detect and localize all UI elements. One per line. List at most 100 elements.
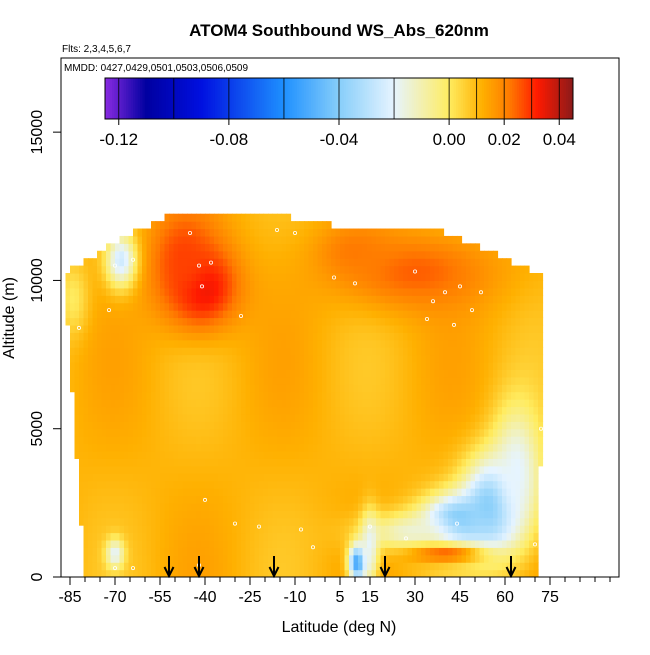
heatmap-cell [237,214,242,222]
heatmap-cell [412,414,417,422]
heatmap-cell [156,444,161,452]
heatmap-cell [201,481,206,489]
heatmap-cell [70,295,75,303]
heatmap-cell [219,295,224,303]
heatmap-cell [349,369,354,377]
heatmap-cell [327,562,332,570]
heatmap-cell [444,518,449,526]
heatmap-cell [448,347,453,355]
heatmap-cell [241,429,246,437]
heatmap-cell [412,540,417,548]
heatmap-cell [156,406,161,414]
heatmap-cell [327,392,332,400]
heatmap-cell [282,214,287,222]
heatmap-cell [133,384,138,392]
heatmap-cell [205,473,210,481]
heatmap-cell [349,288,354,296]
heatmap-cell [264,555,269,563]
heatmap-cell [133,406,138,414]
heatmap-cell [480,295,485,303]
heatmap-cell [192,266,197,274]
heatmap-cell [178,481,183,489]
heatmap-cell [394,347,399,355]
heatmap-cell [160,221,165,229]
heatmap-cell [160,236,165,244]
heatmap-cell [205,495,210,503]
heatmap-cell [435,429,440,437]
heatmap-cell [313,318,318,326]
heatmap-cell [93,458,98,466]
heatmap-cell [264,547,269,555]
heatmap-cell [187,562,192,570]
heatmap-cell [223,510,228,518]
heatmap-cell [259,488,264,496]
heatmap-cell [277,525,282,533]
heatmap-cell [372,251,377,259]
heatmap-cell [183,562,188,570]
heatmap-cell [264,384,269,392]
heatmap-cell [322,310,327,318]
heatmap-cell [462,251,467,259]
heatmap-cell [183,451,188,459]
heatmap-cell [88,436,93,444]
heatmap-cell [336,310,341,318]
heatmap-cell [277,392,282,400]
heatmap-cell [457,451,462,459]
heatmap-cell [142,251,147,259]
heatmap-cell [367,495,372,503]
heatmap-cell [228,481,233,489]
heatmap-cell [462,325,467,333]
heatmap-cell [493,355,498,363]
heatmap-cell [120,355,125,363]
heatmap-cell [70,362,75,370]
heatmap-cell [165,503,170,511]
heatmap-cell [259,547,264,555]
heatmap-cell [430,377,435,385]
heatmap-cell [484,547,489,555]
heatmap-cell [300,570,305,578]
heatmap-cell [318,273,323,281]
heatmap-cell [525,547,530,555]
heatmap-cell [327,495,332,503]
heatmap-cell [264,481,269,489]
heatmap-cell [507,340,512,348]
heatmap-cell [304,243,309,251]
heatmap-cell [210,288,215,296]
heatmap-cell [201,214,206,222]
heatmap-cell [255,547,260,555]
heatmap-cell [363,444,368,452]
heatmap-cell [480,325,485,333]
heatmap-cell [264,295,269,303]
heatmap-cell [129,436,134,444]
heatmap-cell [232,325,237,333]
heatmap-cell [142,318,147,326]
heatmap-cell [313,406,318,414]
heatmap-cell [291,384,296,392]
heatmap-cell [214,481,219,489]
heatmap-cell [430,488,435,496]
heatmap-cell [417,444,422,452]
heatmap-cell [264,236,269,244]
heatmap-cell [349,562,354,570]
heatmap-cell [466,251,471,259]
heatmap-cell [318,377,323,385]
heatmap-cell [291,540,296,548]
heatmap-cell [327,384,332,392]
heatmap-cell [534,570,539,578]
heatmap-cell [142,362,147,370]
heatmap-cell [318,303,323,311]
heatmap-cell [426,273,431,281]
heatmap-cell [142,243,147,251]
heatmap-cell [417,229,422,237]
heatmap-cell [223,340,228,348]
heatmap-cell [160,458,165,466]
heatmap-cell [120,310,125,318]
heatmap-cell [489,310,494,318]
heatmap-cell [520,503,525,511]
heatmap-cell [403,295,408,303]
heatmap-cell [318,458,323,466]
heatmap-cell [277,466,282,474]
heatmap-cell [151,318,156,326]
heatmap-cell [444,555,449,563]
heatmap-cell [70,377,75,385]
